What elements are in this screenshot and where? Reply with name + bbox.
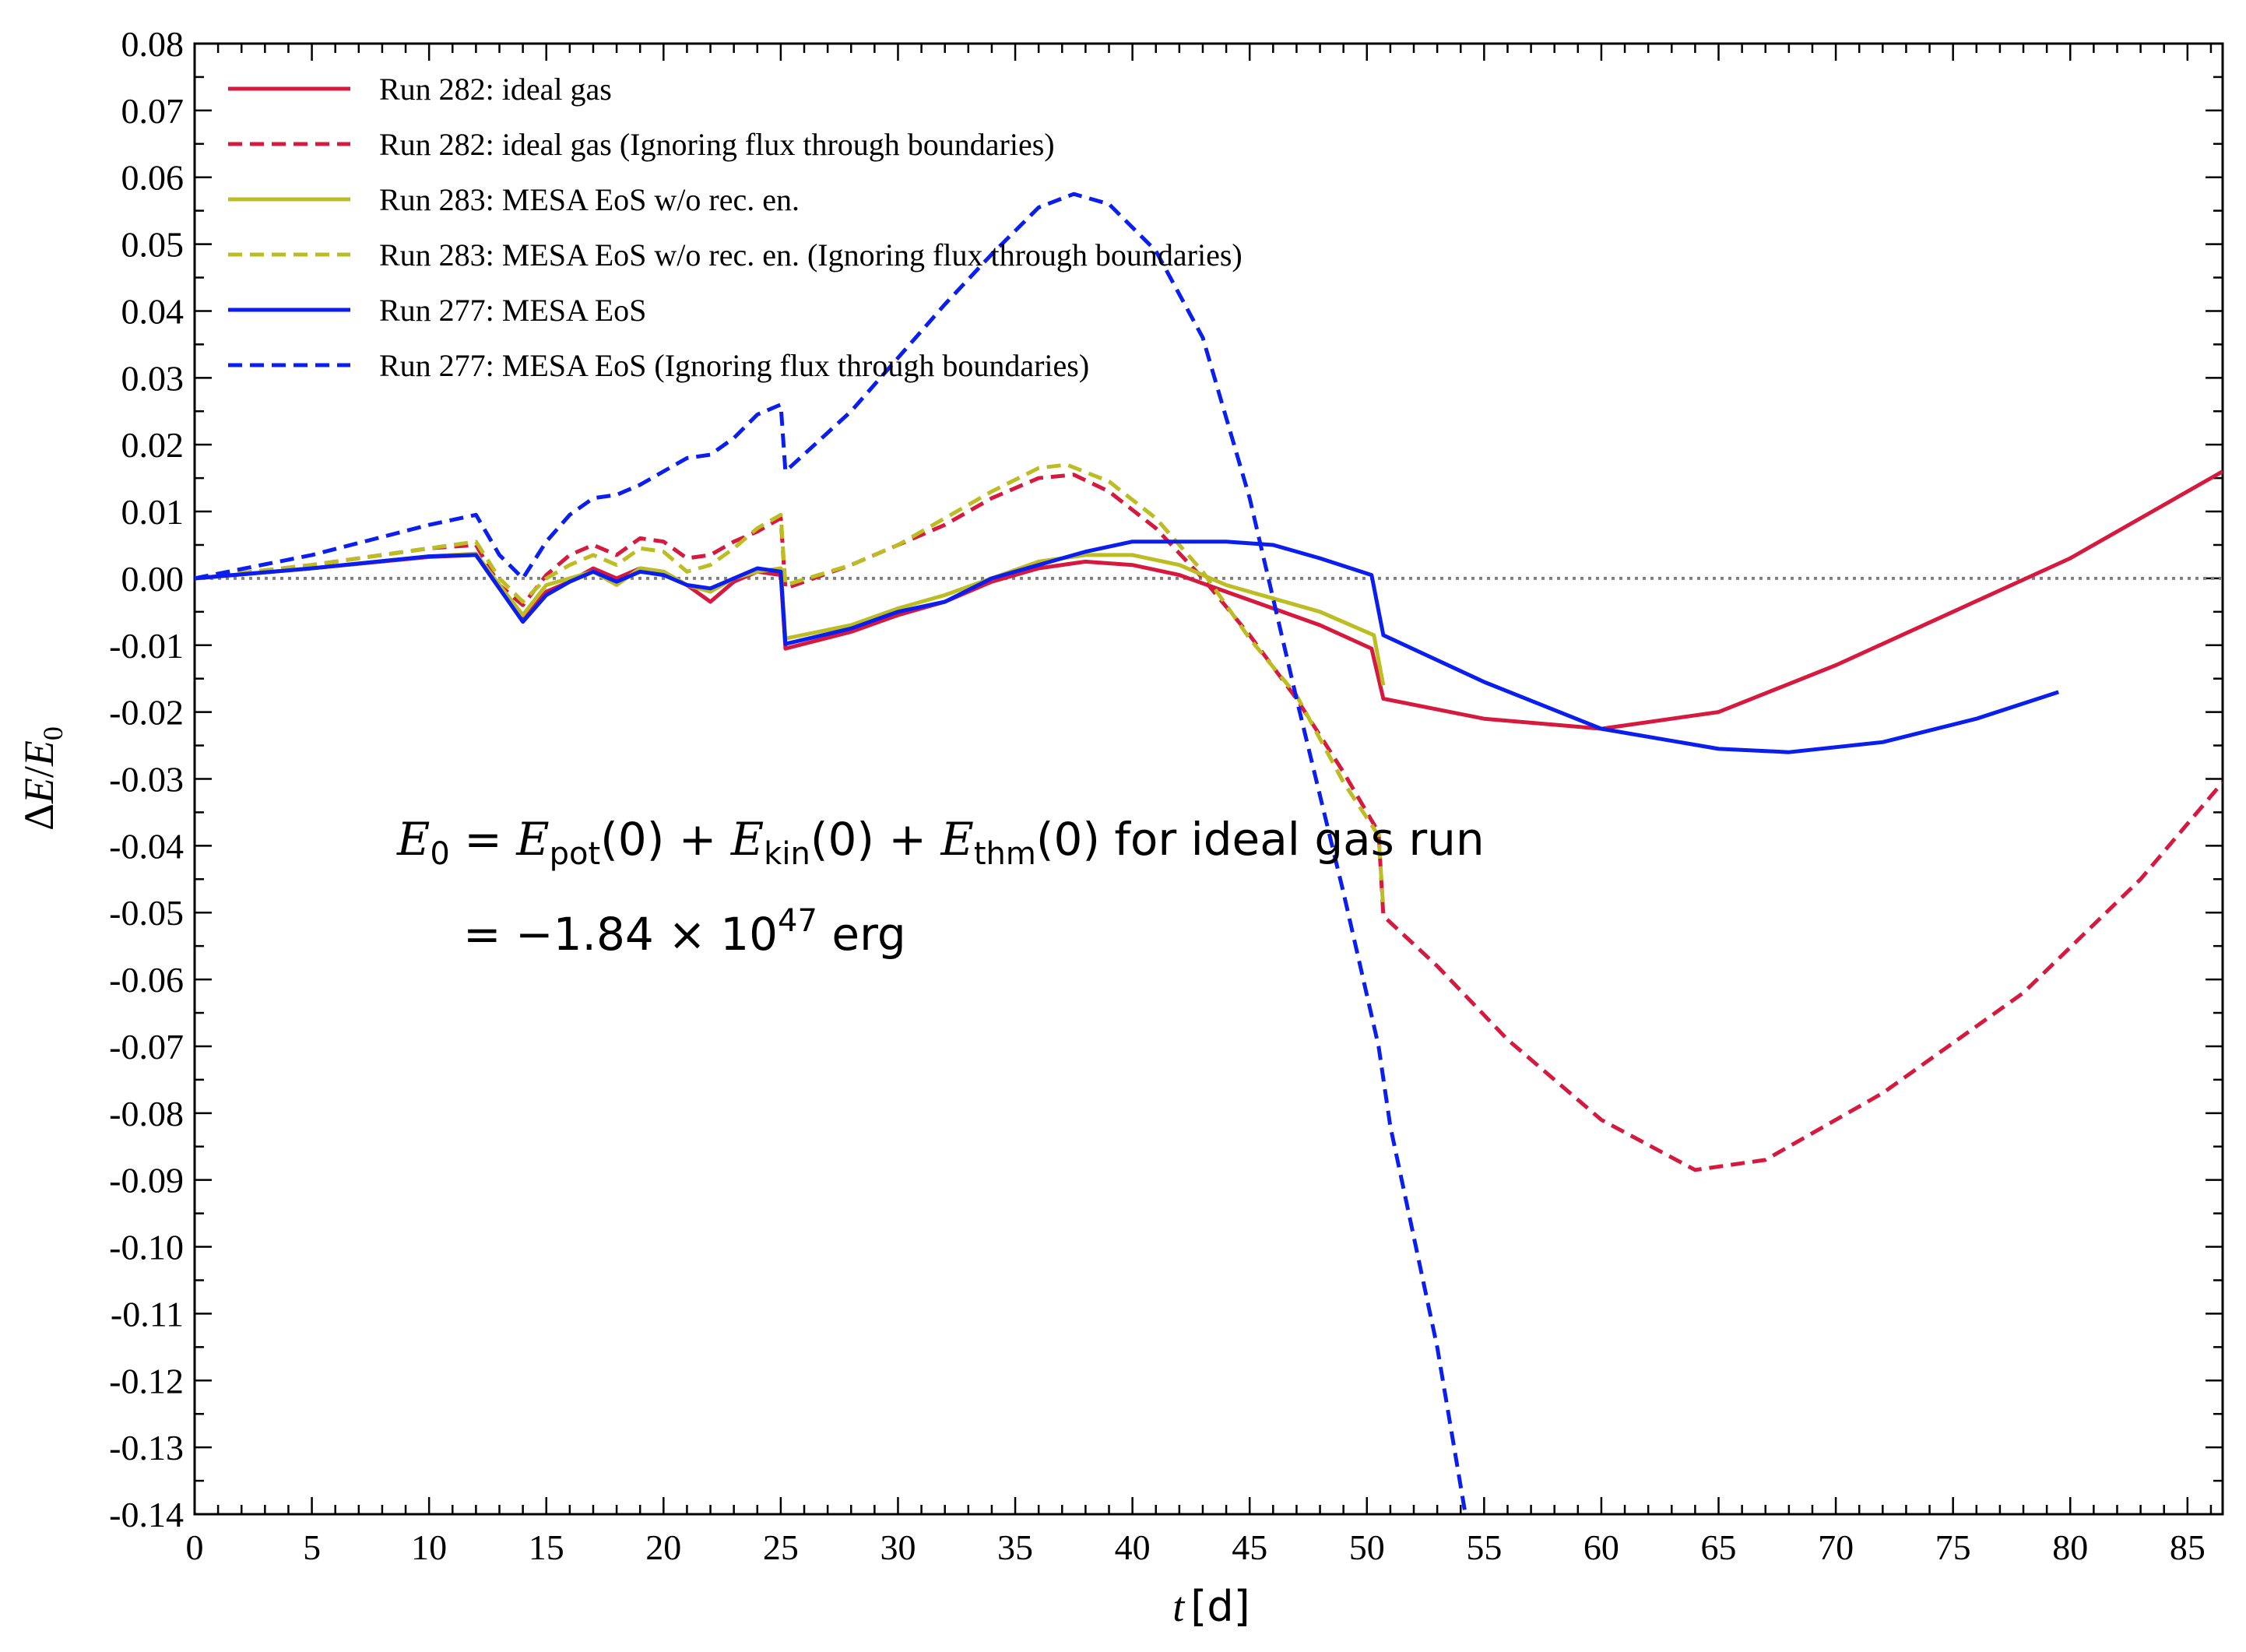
series-line-5 xyxy=(195,540,2059,754)
annot-pot-sub: pot xyxy=(550,836,601,872)
y-axis-slash: / xyxy=(16,766,62,778)
series-line-2 xyxy=(195,473,2223,1172)
x-tick-label: 20 xyxy=(645,1527,681,1567)
y-tick-label: -0.07 xyxy=(109,1027,184,1067)
x-tick-label: 45 xyxy=(1232,1527,1267,1567)
annot-epot: E xyxy=(515,813,549,866)
annotation-line-2: = −1.84 × 1047 erg xyxy=(463,903,906,961)
annot-plus-2: + xyxy=(874,813,940,866)
legend-label-6: Run 277: MESA EoS (Ignoring flux through… xyxy=(379,348,1089,383)
y-tick-label: -0.14 xyxy=(109,1495,184,1534)
y-tick-label: -0.13 xyxy=(109,1428,184,1467)
y-tick-label: -0.09 xyxy=(109,1161,184,1200)
y-tick-label: 0.04 xyxy=(121,291,185,331)
x-tick-label: 75 xyxy=(1935,1527,1971,1567)
y-tick-label: -0.02 xyxy=(109,693,184,733)
annot-e0-sub: 0 xyxy=(430,836,449,872)
y-tick-label: -0.01 xyxy=(109,626,184,666)
y-axis-subscript: 0 xyxy=(37,726,69,740)
y-axis-variable: E xyxy=(16,778,62,804)
x-tick-label: 0 xyxy=(186,1527,204,1567)
y-tick-label: 0.00 xyxy=(121,559,185,599)
series-lines xyxy=(195,192,2223,1514)
y-tick-labels: 0.08 0.07 0.06 0.05 0.04 0.03 0.02 0.01 0.00 -0.0… xyxy=(109,24,184,1534)
annot-e0: E xyxy=(396,813,430,866)
y-tick-label: 0.03 xyxy=(121,358,185,398)
x-axis-variable: t xyxy=(1172,1583,1186,1630)
annot-thm-sub: thm xyxy=(974,836,1036,872)
annot-plus-1: + xyxy=(664,813,730,866)
series-line-3 xyxy=(195,551,1386,686)
annot-arg-3: (0) xyxy=(1036,813,1100,866)
x-tick-label: 15 xyxy=(529,1527,564,1567)
y-tick-label: 0.06 xyxy=(121,158,185,198)
annot-arg-2: (0) xyxy=(810,813,874,866)
y-tick-label: -0.11 xyxy=(111,1294,184,1334)
y-tick-label: 0.07 xyxy=(121,91,185,131)
y-tick-label: 0.05 xyxy=(121,225,185,265)
x-tick-label: 70 xyxy=(1818,1527,1854,1567)
annot-tail: for ideal gas run xyxy=(1100,813,1485,866)
x-tick-label: 30 xyxy=(880,1527,916,1567)
y-tick-label: -0.04 xyxy=(109,826,184,866)
y-axis-title: ΔE/E0 xyxy=(16,726,69,831)
annot-ekin: E xyxy=(730,813,764,866)
series-line-1 xyxy=(195,469,2223,731)
y-axis-denominator: E xyxy=(16,740,62,767)
x-tick-label: 55 xyxy=(1466,1527,1502,1567)
x-tick-label: 35 xyxy=(997,1527,1033,1567)
y-tick-label: 0.08 xyxy=(121,24,185,64)
x-tick-label: 60 xyxy=(1583,1527,1619,1567)
y-tick-label: -0.10 xyxy=(109,1228,184,1267)
y-tick-label: -0.12 xyxy=(109,1361,184,1401)
legend-label-4: Run 283: MESA EoS w/o rec. en. (Ignoring… xyxy=(379,237,1243,272)
annot-arg-1: (0) xyxy=(600,813,664,866)
series-line-4 xyxy=(195,462,1386,910)
annot-value: = −1.84 × 10 xyxy=(463,908,778,961)
annot-kin-sub: kin xyxy=(764,836,810,872)
legend-label-3: Run 283: MESA EoS w/o rec. en. xyxy=(379,182,800,217)
x-tick-label: 40 xyxy=(1115,1527,1151,1567)
y-tick-label: 0.01 xyxy=(121,492,185,532)
y-axis-delta: Δ xyxy=(16,803,62,831)
y-tick-label: -0.05 xyxy=(109,893,184,933)
annot-eq: = xyxy=(450,813,516,866)
x-tick-label: 80 xyxy=(2052,1527,2088,1567)
y-tick-label: -0.06 xyxy=(109,960,184,1000)
annot-exponent: 47 xyxy=(778,903,817,939)
x-tick-labels: 0 5 10 15 20 25 30 35 40 45 50 55 60 65 70 75 80 85 xyxy=(186,1527,2206,1567)
x-tick-label: 10 xyxy=(411,1527,447,1567)
axis-ticks xyxy=(193,42,2223,1516)
x-axis-unit: [d] xyxy=(1190,1582,1250,1631)
annot-ethm: E xyxy=(940,813,973,866)
x-tick-label: 65 xyxy=(1701,1527,1737,1567)
legend-label-2: Run 282: ideal gas (Ignoring flux throug… xyxy=(379,127,1055,162)
legend-label-5: Run 277: MESA EoS xyxy=(379,293,646,328)
x-tick-label: 5 xyxy=(303,1527,321,1567)
y-tick-label: 0.02 xyxy=(121,425,185,465)
y-tick-label: -0.08 xyxy=(109,1094,184,1134)
x-tick-label: 85 xyxy=(2170,1527,2206,1567)
x-tick-label: 25 xyxy=(763,1527,799,1567)
legend-label-1: Run 282: ideal gas xyxy=(379,72,612,107)
annot-unit: erg xyxy=(817,908,906,961)
y-tick-label: -0.03 xyxy=(109,760,184,800)
legend: Run 282: ideal gas Run 282: ideal gas (Ig… xyxy=(228,72,1243,383)
x-axis-title: t [d] xyxy=(1172,1582,1250,1631)
series-line-6 xyxy=(195,192,1467,1514)
x-tick-label: 50 xyxy=(1349,1527,1385,1567)
annotation-line-1: E0 = Epot(0) + Ekin(0) + Ethm(0) for ide… xyxy=(396,813,1485,872)
